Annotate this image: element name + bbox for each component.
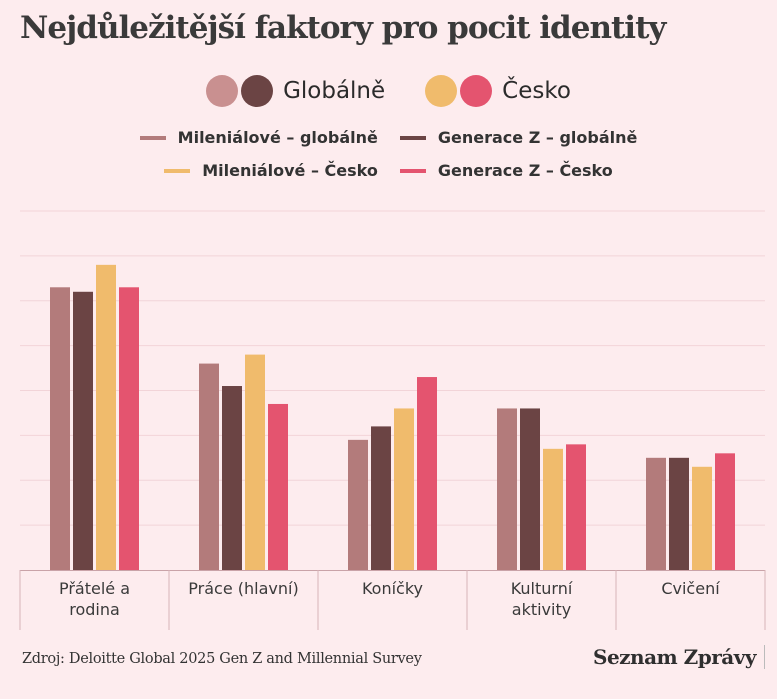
legend-swatch-millennials-czech <box>164 168 191 173</box>
chart-title: Nejdůležitější faktory pro pocit identit… <box>20 10 666 46</box>
bar <box>50 287 70 570</box>
category-label: aktivity <box>512 600 571 619</box>
category-label: Kulturní <box>511 579 573 598</box>
legend-label-millennials-czech: Mileniálové – Česko <box>202 161 378 180</box>
bar <box>245 354 265 570</box>
legend-group-global-label: Globálně <box>283 78 386 104</box>
bar <box>394 408 414 570</box>
legend-swatch-genz-czech <box>399 168 426 173</box>
bar <box>520 408 540 570</box>
legend-swatch-millennials-global <box>139 135 166 140</box>
bar <box>371 426 391 570</box>
source-note: Zdroj: Deloitte Global 2025 Gen Z and Mi… <box>22 651 422 667</box>
bar <box>566 444 586 570</box>
bar <box>73 291 93 570</box>
legend-dot-czech-genz <box>460 75 493 107</box>
bar <box>119 287 139 570</box>
legend-label-genz-global: Generace Z – globálně <box>437 128 638 147</box>
category-label: Práce (hlavní) <box>188 579 298 598</box>
category-label: rodina <box>69 600 120 619</box>
bar <box>669 457 689 570</box>
legend-swatch-genz-global <box>399 135 426 140</box>
bar <box>692 466 712 570</box>
legend-group-global: Globálně <box>206 75 385 107</box>
legend-label-millennials-global: Mileniálové – globálně <box>177 128 378 147</box>
series-legend: Mileniálové – globálně Generace Z – glob… <box>0 128 777 194</box>
legend-dot-czech-millennials <box>425 75 458 107</box>
legend-item-millennials-global: Mileniálové – globálně <box>139 128 378 147</box>
series-legend-row-2: Mileniálové – Česko Generace Z – Česko <box>0 161 777 180</box>
legend-item-genz-global: Generace Z – globálně <box>399 128 638 147</box>
bar <box>268 403 288 570</box>
bar <box>543 448 563 570</box>
category-label: Koníčky <box>362 579 423 598</box>
bar <box>715 453 735 570</box>
legend-item-genz-czech: Generace Z – Česko <box>399 161 613 180</box>
legend-item-millennials-czech: Mileniálové – Česko <box>164 161 378 180</box>
bar <box>348 439 368 570</box>
category-label: Přátelé a <box>59 579 130 598</box>
bar <box>646 457 666 570</box>
series-legend-row-1: Mileniálové – globálně Generace Z – glob… <box>0 128 777 147</box>
category-label: Cvičení <box>661 579 720 598</box>
bar <box>497 408 517 570</box>
legend-group-czech-label: Česko <box>502 78 571 104</box>
legend-label-genz-czech: Generace Z – Česko <box>437 161 613 180</box>
bar <box>199 363 219 570</box>
bar <box>417 377 437 570</box>
group-legend: Globálně Česko <box>0 75 777 107</box>
bar-chart: Přátelé a rodina Práce (hlavní) Koníčky Kult… <box>19 210 766 630</box>
bar <box>222 386 242 570</box>
legend-dot-global-millennials <box>206 75 239 107</box>
bar <box>96 264 116 570</box>
legend-dot-global-genz <box>241 75 274 107</box>
legend-group-czech: Česko <box>425 75 571 107</box>
brand-logo: Seznam Zprávy <box>593 645 765 669</box>
